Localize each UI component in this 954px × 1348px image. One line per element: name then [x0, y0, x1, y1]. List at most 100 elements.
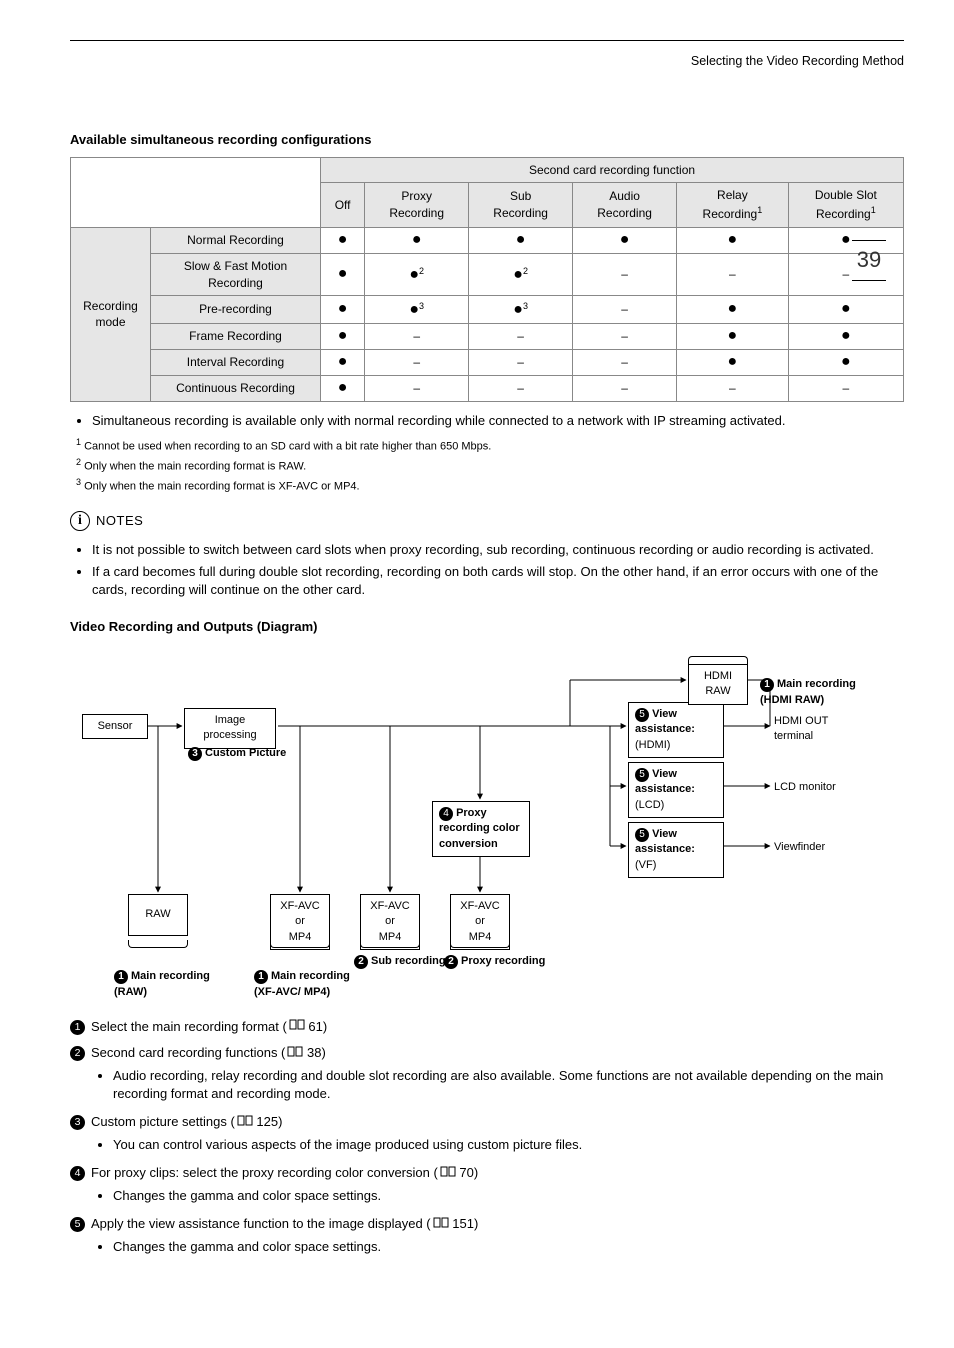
table-cell: –: [573, 375, 677, 401]
table-cell: –: [469, 350, 573, 376]
cell-sup: 3: [523, 301, 528, 311]
out-3-num-icon: 2: [354, 955, 368, 969]
numbered-item: 2Second card recording functions ( 38)Au…: [70, 1044, 904, 1105]
dot-icon: ●: [338, 265, 348, 282]
footnotes: 1 Cannot be used when recording to an SD…: [76, 436, 904, 495]
book-icon: [433, 1216, 449, 1234]
box-va-lcd-sub: (LCD): [635, 799, 664, 811]
label-main-recording-hdmi-raw-text: Main recording (HDMI RAW): [760, 678, 856, 705]
dot-icon: ●: [513, 301, 523, 318]
footnote: 1 Cannot be used when recording to an SD…: [76, 436, 904, 455]
table-row: Interval Recording●–––●●: [71, 350, 904, 376]
col-header: Proxy Recording: [365, 183, 469, 228]
row-label: Normal Recording: [151, 228, 321, 254]
table-cell: –: [365, 350, 469, 376]
label-out-2: 1Main recording (XF-AVC/ MP4): [254, 954, 350, 1000]
numbered-item-sublist: Changes the gamma and color space settin…: [105, 1238, 904, 1256]
numbered-item: 1Select the main recording format ( 61): [70, 1018, 904, 1037]
box-xfavc-2-label: XF-AVC or MP4: [370, 900, 410, 943]
label-out-1: 1Main recording (RAW): [114, 954, 210, 1000]
row-label: Interval Recording: [151, 350, 321, 376]
footnote-num: 2: [76, 457, 81, 467]
table-cell: –: [365, 375, 469, 401]
table-row: Frame Recording●–––●●: [71, 324, 904, 350]
box-va-vf-sub: (VF): [635, 859, 656, 871]
numbered-item-line: Select the main recording format ( 61): [91, 1018, 904, 1037]
numbered-list: 1Select the main recording format ( 61) 2…: [70, 1018, 904, 1258]
dot-icon: ●: [513, 266, 523, 283]
table-note-list: Simultaneous recording is available only…: [82, 412, 904, 430]
table-cell: ●: [365, 228, 469, 254]
row-label: Frame Recording: [151, 324, 321, 350]
table-note: Simultaneous recording is available only…: [92, 412, 904, 430]
row-label: Continuous Recording: [151, 375, 321, 401]
bracket-1: [128, 940, 188, 948]
table-cell: –: [788, 253, 903, 296]
table-cell: ●: [788, 324, 903, 350]
box-hdmi-raw-bottom: RAW: [705, 685, 730, 697]
table-cell: ●: [469, 228, 573, 254]
dot-icon: ●: [620, 231, 630, 248]
num-4-icon: 4: [439, 807, 453, 821]
table-cell: ●3: [365, 296, 469, 324]
dot-icon: ●: [841, 231, 851, 248]
dot-icon: ●: [728, 327, 738, 344]
table-cell: ●: [677, 324, 789, 350]
numbered-item-body: Second card recording functions ( 38) Aud…: [91, 1044, 904, 1105]
number-badge-icon: 3: [70, 1115, 85, 1130]
table-cell: –: [573, 350, 677, 376]
box-va-hdmi-sub: (HDMI): [635, 739, 670, 751]
page-number: 39: [852, 240, 886, 281]
label-out-3: 2Sub recording: [354, 954, 446, 969]
dot-icon: ●: [516, 231, 526, 248]
numbered-item-subitem: Audio recording, relay recording and dou…: [113, 1067, 904, 1103]
col-header-sup: 1: [757, 205, 762, 215]
table-cell: –: [788, 375, 903, 401]
table-row: Slow & Fast Motion Recording●●2●2–––: [71, 253, 904, 296]
table-cell: ●: [788, 296, 903, 324]
dot-icon: ●: [841, 353, 851, 370]
dot-icon: ●: [338, 231, 348, 248]
info-icon: i: [70, 511, 90, 531]
table-row: Continuous Recording●–––––: [71, 375, 904, 401]
dot-icon: ●: [409, 301, 419, 318]
box-raw-label: RAW: [145, 907, 170, 922]
book-icon: [237, 1114, 253, 1132]
box-va-lcd: 5 View assistance: (LCD): [628, 762, 724, 818]
note-item: It is not possible to switch between car…: [92, 541, 904, 559]
label-hdmi-out: HDMI OUT terminal: [774, 714, 828, 745]
book-icon: [289, 1018, 305, 1036]
box-proxy-conversion: 4 Proxy recording color conversion: [432, 801, 530, 857]
dot-icon: ●: [841, 300, 851, 317]
numbered-item-line: Custom picture settings ( 125): [91, 1113, 904, 1132]
dot-icon: ●: [841, 327, 851, 344]
dot-icon: ●: [728, 231, 738, 248]
box-xfavc-1-label: XF-AVC or MP4: [280, 900, 320, 943]
label-viewfinder: Viewfinder: [774, 840, 825, 855]
numbered-item-line: Second card recording functions ( 38): [91, 1044, 904, 1063]
num-5-icon-lcd: 5: [635, 768, 649, 782]
notes-label: NOTES: [96, 512, 143, 530]
box-sensor-label: Sensor: [98, 720, 133, 732]
row-group-label: Recording mode: [71, 228, 151, 402]
dot-icon: ●: [338, 379, 348, 396]
dot-icon: ●: [728, 300, 738, 317]
cell-sup: 2: [419, 266, 424, 276]
label-custom-picture: 3Custom Picture: [188, 746, 286, 761]
table-cell: ●: [573, 228, 677, 254]
table-cell: –: [573, 253, 677, 296]
page-number-value: 39: [852, 240, 886, 281]
numbered-item-line: Apply the view assistance function to th…: [91, 1215, 904, 1234]
numbered-item-subitem: You can control various aspects of the i…: [113, 1136, 904, 1154]
number-badge-icon: 5: [70, 1217, 85, 1232]
book-icon: [440, 1165, 456, 1183]
header-title: Selecting the Video Recording Method: [70, 53, 904, 71]
numbered-item-sublist: Changes the gamma and color space settin…: [105, 1187, 904, 1205]
table-cell: ●: [677, 350, 789, 376]
footnote-num: 3: [76, 477, 81, 487]
box-va-hdmi: 5 View assistance: (HDMI): [628, 702, 724, 758]
table-cell: –: [573, 296, 677, 324]
numbered-item: 4For proxy clips: select the proxy recor…: [70, 1164, 904, 1207]
box-hdmi-raw: HDMI RAW: [688, 664, 748, 705]
dot-icon: ●: [412, 231, 422, 248]
